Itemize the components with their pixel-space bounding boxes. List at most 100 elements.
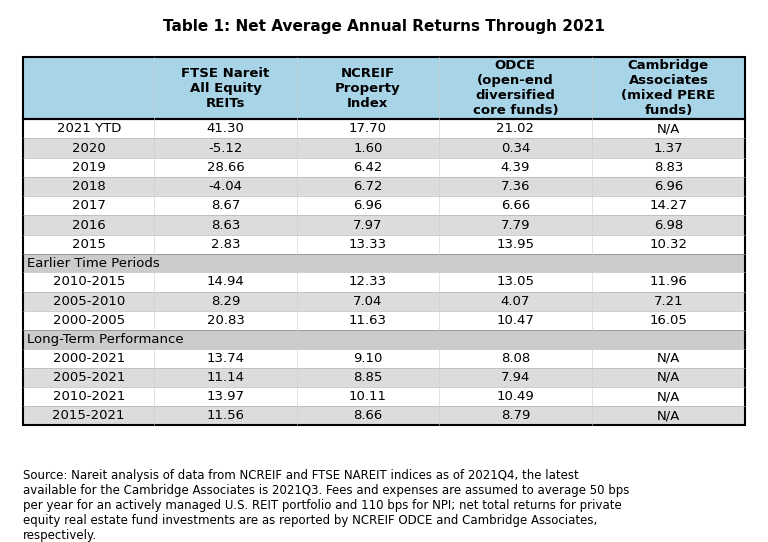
Text: 6.72: 6.72 (353, 180, 382, 193)
Bar (439, 311, 592, 330)
Text: 11.14: 11.14 (207, 371, 244, 384)
Bar (296, 215, 439, 235)
Bar (592, 196, 745, 215)
Bar (439, 177, 592, 196)
Bar (154, 158, 296, 177)
Bar (592, 139, 745, 158)
Bar (592, 235, 745, 254)
Text: 2015: 2015 (71, 238, 106, 251)
Bar (154, 119, 296, 139)
Bar (154, 177, 296, 196)
Bar (592, 57, 745, 119)
Bar (439, 57, 592, 119)
Text: N/A: N/A (657, 409, 680, 422)
Text: 7.36: 7.36 (501, 180, 530, 193)
Bar (154, 367, 296, 387)
Text: 2010-2021: 2010-2021 (52, 390, 125, 403)
Bar (296, 292, 439, 311)
Bar (23, 254, 745, 272)
Bar (439, 235, 592, 254)
Bar (23, 406, 154, 425)
Text: 11.56: 11.56 (207, 409, 244, 422)
Text: N/A: N/A (657, 390, 680, 403)
Bar (439, 139, 592, 158)
Text: Source: Nareit analysis of data from NCREIF and FTSE NAREIT indices as of 2021Q4: Source: Nareit analysis of data from NCR… (23, 469, 630, 542)
Bar (23, 119, 154, 139)
Bar (154, 272, 296, 292)
Bar (439, 215, 592, 235)
Bar (296, 119, 439, 139)
Text: 16.05: 16.05 (650, 314, 687, 327)
Text: 13.97: 13.97 (207, 390, 244, 403)
Text: 2019: 2019 (72, 161, 106, 174)
Bar (23, 235, 154, 254)
Text: 4.07: 4.07 (501, 295, 530, 308)
Text: 20.83: 20.83 (207, 314, 244, 327)
Bar (296, 406, 439, 425)
Text: 0.34: 0.34 (501, 141, 530, 154)
Bar (154, 406, 296, 425)
Bar (592, 215, 745, 235)
Text: -4.04: -4.04 (209, 180, 243, 193)
Text: 6.96: 6.96 (353, 199, 382, 212)
Bar (154, 311, 296, 330)
Text: 8.29: 8.29 (211, 295, 240, 308)
Bar (154, 57, 296, 119)
Bar (154, 196, 296, 215)
Bar (23, 57, 745, 425)
Bar (592, 387, 745, 406)
Text: 1.60: 1.60 (353, 141, 382, 154)
Text: 13.05: 13.05 (496, 275, 535, 288)
Bar (23, 292, 154, 311)
Bar (23, 139, 154, 158)
Text: 2.83: 2.83 (210, 238, 240, 251)
Bar (154, 349, 296, 367)
Bar (296, 311, 439, 330)
Text: 10.11: 10.11 (349, 390, 387, 403)
Text: 11.96: 11.96 (650, 275, 687, 288)
Bar (439, 119, 592, 139)
Bar (296, 196, 439, 215)
Bar (154, 235, 296, 254)
Bar (296, 158, 439, 177)
Text: 6.42: 6.42 (353, 161, 382, 174)
Bar (23, 311, 154, 330)
Text: 14.27: 14.27 (650, 199, 687, 212)
Bar (296, 387, 439, 406)
Text: 17.70: 17.70 (349, 122, 387, 136)
Text: 2005-2021: 2005-2021 (52, 371, 125, 384)
Bar (439, 387, 592, 406)
Text: 8.63: 8.63 (211, 218, 240, 231)
Text: 8.85: 8.85 (353, 371, 382, 384)
Text: 10.47: 10.47 (496, 314, 535, 327)
Bar (439, 158, 592, 177)
Text: 7.04: 7.04 (353, 295, 382, 308)
Text: 2020: 2020 (72, 141, 106, 154)
Text: 28.66: 28.66 (207, 161, 244, 174)
Bar (439, 406, 592, 425)
Text: 7.97: 7.97 (353, 218, 382, 231)
Bar (439, 196, 592, 215)
Text: 9.10: 9.10 (353, 352, 382, 365)
Bar (592, 367, 745, 387)
Text: 10.32: 10.32 (650, 238, 687, 251)
Text: 7.21: 7.21 (654, 295, 684, 308)
Bar (23, 330, 745, 349)
Text: Cambridge
Associates
(mixed PERE
funds): Cambridge Associates (mixed PERE funds) (621, 59, 716, 117)
Bar (592, 158, 745, 177)
Bar (23, 387, 154, 406)
Bar (23, 367, 154, 387)
Text: Table 1: Net Average Annual Returns Through 2021: Table 1: Net Average Annual Returns Thro… (163, 19, 605, 34)
Bar (296, 177, 439, 196)
Bar (296, 272, 439, 292)
Bar (592, 349, 745, 367)
Bar (439, 349, 592, 367)
Text: 2021 YTD: 2021 YTD (57, 122, 121, 136)
Text: Long-Term Performance: Long-Term Performance (27, 333, 184, 346)
Bar (439, 367, 592, 387)
Text: 8.66: 8.66 (353, 409, 382, 422)
Bar (592, 119, 745, 139)
Bar (23, 349, 154, 367)
Text: 4.39: 4.39 (501, 161, 530, 174)
Text: 2010-2015: 2010-2015 (52, 275, 125, 288)
